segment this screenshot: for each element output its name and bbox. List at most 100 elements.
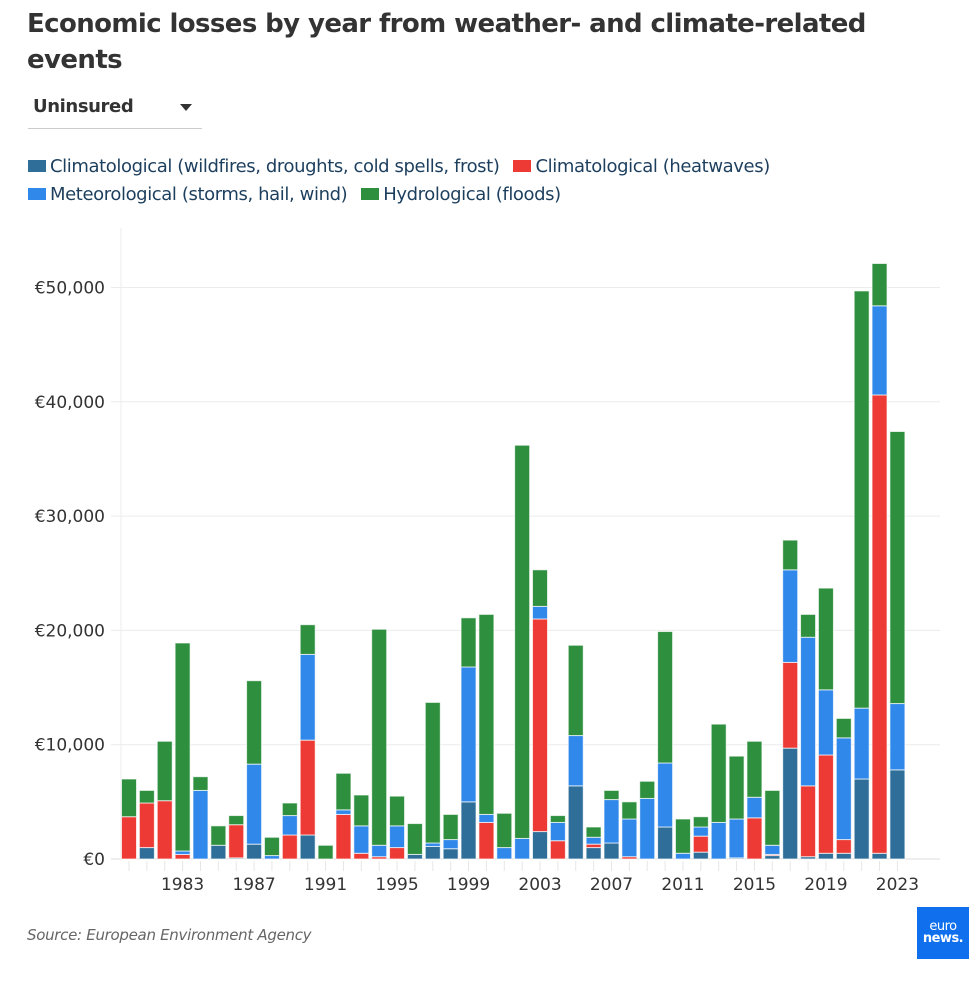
bar-segment [657, 826, 674, 860]
legend-label: Meteorological (storms, hail, wind) [50, 183, 348, 205]
legend-label: Hydrological (floods) [383, 183, 561, 205]
bar-segment [889, 769, 906, 860]
bar-segment [639, 780, 656, 799]
bar-segment [585, 843, 602, 849]
bar-segment [496, 847, 513, 860]
bar-segment [692, 835, 709, 853]
bar-segment [835, 839, 852, 854]
bar-segment [156, 800, 173, 860]
bar-segment [549, 815, 566, 823]
bar-segment [424, 842, 441, 847]
bar-segment [478, 813, 495, 823]
bar-segment [692, 826, 709, 837]
bar-segment [460, 666, 477, 803]
bar-segment [674, 818, 691, 854]
bar-segment [621, 801, 638, 820]
bar-segment [567, 735, 584, 787]
bar-segment [871, 852, 888, 860]
bar-segment [424, 845, 441, 860]
x-tick-label: 2003 [518, 875, 561, 895]
bar-segment [657, 762, 674, 828]
bar-segment [353, 852, 370, 860]
bar-segment [817, 852, 834, 860]
x-tick-label: 1987 [232, 875, 275, 895]
source-note: Source: European Environment Agency [27, 926, 312, 944]
bar-segment [746, 796, 763, 819]
bar-segment [532, 605, 549, 620]
bar-segment [317, 844, 334, 860]
bar-segment [389, 847, 406, 860]
bar-segment [192, 789, 209, 860]
logo-line2: news. [922, 931, 964, 946]
bar-segment [371, 628, 388, 846]
bar-segment [353, 825, 370, 854]
x-tick-label: 2015 [733, 875, 776, 895]
bar-segment [710, 723, 727, 823]
bar-segment [585, 847, 602, 860]
y-tick-label: €40,000 [35, 393, 105, 413]
y-tick-label: €50,000 [35, 279, 105, 299]
bar-segment [442, 813, 459, 841]
bar-segment [299, 834, 316, 860]
bar-segment [263, 855, 280, 860]
bar-segment [281, 802, 298, 817]
x-tick-label: 2023 [876, 875, 919, 895]
legend-item-meteorological[interactable]: Meteorological (storms, hail, wind) [28, 183, 348, 205]
bar-segment [889, 431, 906, 705]
legend-item-climatological-heatwaves[interactable]: Climatological (heatwaves) [513, 155, 770, 177]
insurance-type-dropdown[interactable]: Uninsured [28, 92, 202, 129]
bar-segment [567, 785, 584, 860]
legend-label: Climatological (heatwaves) [535, 155, 770, 177]
bar-segment [764, 789, 781, 846]
x-tick-label: 2011 [661, 875, 704, 895]
bar-segment [442, 848, 459, 860]
bar-segment [782, 539, 799, 571]
bar-segment [335, 813, 352, 860]
bar-segment [853, 778, 870, 860]
bar-segment [389, 795, 406, 827]
bar-segment [853, 707, 870, 780]
legend-item-hydrological[interactable]: Hydrological (floods) [361, 184, 561, 205]
bar-segment [478, 613, 495, 815]
bar-segment [281, 834, 298, 860]
x-axis: 1983 1987 1991 1995 1999 2003 2007 2011 2015 2019… [128, 861, 919, 895]
y-axis: €0 €10,000 €20,000 €30,000 €40,000 €50,000 [35, 279, 105, 871]
bar-segment [603, 789, 620, 801]
legend-row-1: Climatological (wildfires, droughts, col… [28, 152, 948, 180]
bar-segment [817, 587, 834, 691]
legend-swatch [28, 188, 46, 200]
bar-segment [246, 843, 263, 860]
euronews-logo[interactable]: euro news. [917, 907, 969, 959]
legend-swatch [513, 160, 532, 172]
bar-segment [782, 661, 799, 749]
bar-segment [603, 842, 620, 860]
bar-segment [121, 778, 137, 818]
bar-segment [496, 812, 513, 849]
bar-segment [138, 789, 155, 804]
bar-segment [603, 799, 620, 844]
bar-segment [263, 836, 280, 857]
bar-segment [460, 617, 477, 668]
bar-segment [764, 855, 781, 860]
bar-segment [871, 262, 888, 307]
bar-segment [389, 825, 406, 849]
bar-segment [371, 844, 388, 858]
x-tick-label: 2007 [590, 875, 633, 895]
stacked-bar-chart: €0 €10,000 €20,000 €30,000 €40,000 €50,000 19… [35, 228, 940, 895]
bar-segment [728, 755, 745, 820]
legend-item-climatological-other[interactable]: Climatological (wildfires, droughts, col… [28, 155, 500, 177]
bar-segment [514, 444, 531, 839]
bar-segment [782, 747, 799, 860]
bar-segment [424, 701, 441, 844]
bar-segment [121, 816, 137, 860]
bar-segment [871, 394, 888, 854]
bar-segment [335, 809, 352, 815]
bar-segment [567, 644, 584, 737]
legend-label: Climatological (wildfires, droughts, col… [50, 155, 500, 177]
bar-segment [657, 631, 674, 764]
bar-segment [210, 844, 227, 860]
bar-segment [406, 853, 423, 860]
bar-segment [532, 569, 549, 607]
bar-segment [800, 785, 817, 858]
bar-segment [710, 821, 727, 860]
